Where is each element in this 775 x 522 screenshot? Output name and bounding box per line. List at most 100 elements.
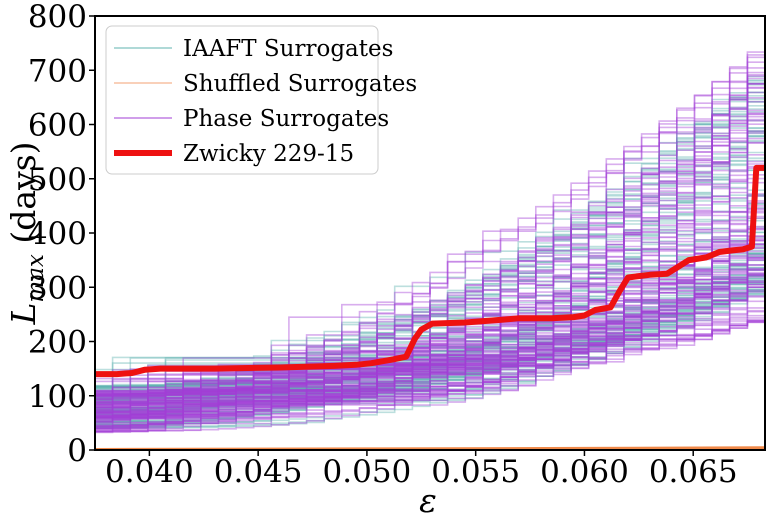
legend-label-phase: Phase Surrogates — [183, 106, 389, 132]
iaaft-surrogate-line — [95, 286, 765, 409]
y-tick-label: 400 — [28, 216, 87, 252]
iaaft-surrogate-line — [95, 79, 765, 421]
phase-surrogate-line — [95, 285, 765, 419]
phase-surrogate-line — [95, 142, 765, 394]
phase-surrogate-line — [95, 250, 765, 418]
iaaft-surrogate-line — [95, 90, 765, 389]
phase-surrogate-line — [95, 285, 765, 433]
iaaft-surrogate-line — [95, 67, 765, 397]
phase-surrogate-lines — [95, 37, 765, 434]
iaaft-surrogate-line — [95, 251, 765, 429]
phase-surrogate-line — [95, 243, 765, 420]
phase-surrogate-line — [95, 67, 765, 396]
x-axis-ticks: 0.040 0.045 0.050 0.055 0.060 0.065 — [105, 450, 738, 490]
phase-surrogate-line — [95, 316, 765, 400]
iaaft-surrogate-line — [95, 265, 765, 394]
phase-surrogate-line — [95, 115, 765, 399]
iaaft-surrogate-line — [95, 272, 765, 429]
iaaft-surrogate-line — [95, 247, 765, 388]
iaaft-surrogate-line — [95, 194, 765, 417]
x-tick-label: 0.065 — [649, 454, 738, 490]
phase-surrogate-line — [95, 265, 765, 393]
phase-surrogate-line — [95, 54, 765, 422]
iaaft-surrogate-line — [95, 269, 765, 419]
iaaft-surrogate-line — [95, 57, 765, 426]
iaaft-surrogate-line — [95, 139, 765, 412]
iaaft-surrogate-line — [95, 279, 765, 387]
legend: IAAFT Surrogates Shuffled Surrogates Pha… — [105, 25, 417, 175]
phase-surrogate-line — [95, 75, 765, 428]
phase-surrogate-line — [95, 202, 765, 409]
phase-surrogate-line — [95, 281, 765, 417]
phase-surrogate-line — [95, 56, 765, 427]
iaaft-surrogate-line — [95, 241, 765, 404]
y-tick-label: 500 — [28, 162, 87, 198]
iaaft-surrogate-lines — [95, 38, 765, 429]
phase-surrogate-line — [95, 283, 765, 392]
iaaft-surrogate-line — [95, 121, 765, 387]
phase-surrogate-line — [95, 214, 765, 433]
phase-surrogate-line — [95, 314, 765, 405]
phase-surrogate-line — [95, 152, 765, 417]
phase-surrogate-line — [95, 257, 765, 411]
iaaft-surrogate-line — [95, 266, 765, 416]
phase-surrogate-line — [95, 269, 765, 419]
x-tick-label: 0.055 — [431, 454, 520, 490]
iaaft-surrogate-line — [95, 156, 765, 413]
iaaft-surrogate-line — [95, 97, 765, 401]
iaaft-surrogate-line — [95, 222, 765, 390]
phase-surrogate-line — [95, 306, 765, 416]
iaaft-surrogate-line — [95, 93, 765, 409]
phase-surrogate-line — [95, 57, 765, 417]
phase-surrogate-line — [95, 279, 765, 429]
phase-surrogate-line — [95, 41, 765, 411]
iaaft-surrogate-line — [95, 274, 765, 401]
phase-surrogate-line — [95, 312, 765, 403]
phase-surrogate-line — [95, 193, 765, 400]
phase-surrogate-line — [95, 83, 765, 401]
phase-surrogate-line — [95, 130, 765, 406]
iaaft-surrogate-line — [95, 203, 765, 409]
iaaft-surrogate-line — [95, 275, 765, 412]
phase-surrogate-line — [95, 300, 765, 395]
y-tick-label: 600 — [28, 108, 87, 144]
phase-surrogate-line — [95, 168, 765, 395]
phase-surrogate-line — [95, 246, 765, 380]
phase-surrogate-line — [95, 37, 765, 397]
iaaft-surrogate-line — [95, 191, 765, 422]
iaaft-surrogate-line — [95, 287, 765, 399]
iaaft-surrogate-line — [95, 70, 765, 425]
y-tick-label: 0 — [67, 433, 87, 469]
x-tick-label: 0.045 — [214, 454, 303, 490]
phase-surrogate-line — [95, 264, 765, 407]
phase-surrogate-line — [95, 275, 765, 402]
phase-surrogate-line — [95, 98, 765, 393]
iaaft-surrogate-line — [95, 106, 765, 388]
phase-surrogate-line — [95, 268, 765, 428]
iaaft-surrogate-line — [95, 60, 765, 413]
phase-surrogate-line — [95, 303, 765, 396]
iaaft-surrogate-line — [95, 38, 765, 423]
svg-text:Lmax (days): Lmax (days) — [4, 141, 49, 325]
phase-surrogate-line — [95, 278, 765, 424]
phase-surrogate-line — [95, 268, 765, 396]
x-tick-label: 0.060 — [540, 454, 629, 490]
phase-surrogate-line — [95, 139, 765, 412]
iaaft-surrogate-line — [95, 107, 765, 391]
phase-surrogate-line — [95, 268, 765, 401]
iaaft-surrogate-line — [95, 62, 765, 398]
iaaft-surrogate-line — [95, 281, 765, 411]
iaaft-surrogate-line — [95, 285, 765, 401]
iaaft-surrogate-line — [95, 212, 765, 416]
legend-box — [105, 25, 379, 175]
phase-surrogate-line — [95, 154, 765, 430]
iaaft-surrogate-line — [95, 275, 765, 396]
iaaft-surrogate-line — [95, 246, 765, 401]
phase-surrogate-line — [95, 234, 765, 398]
phase-surrogate-line — [95, 128, 765, 411]
iaaft-surrogate-line — [95, 181, 765, 412]
phase-surrogate-line — [95, 132, 765, 397]
phase-surrogate-line — [95, 280, 765, 429]
phase-surrogate-line — [95, 237, 765, 419]
